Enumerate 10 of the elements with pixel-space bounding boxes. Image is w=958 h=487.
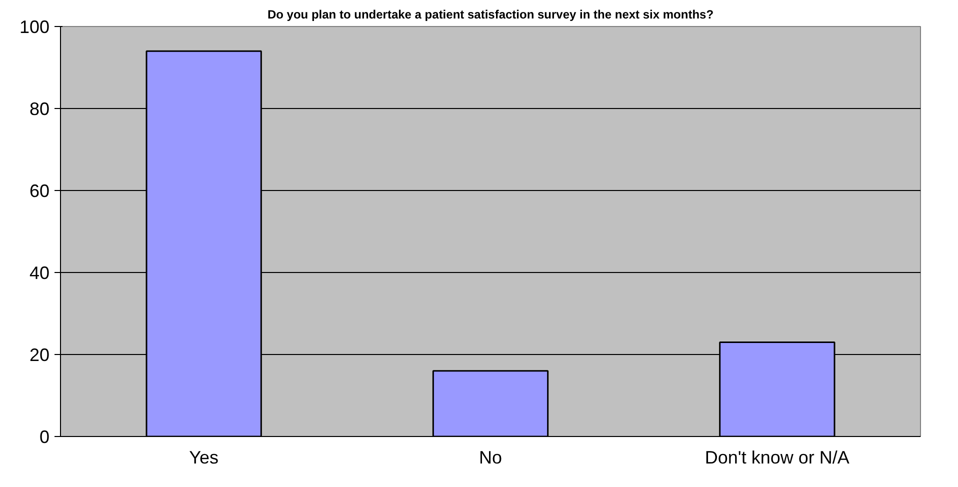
x-tick-label: Yes	[189, 448, 219, 468]
y-tick-label: 100	[19, 17, 50, 37]
y-tick-label: 40	[29, 263, 50, 283]
y-tick-label: 20	[29, 345, 50, 365]
x-tick-label: Don't know or N/A	[704, 448, 850, 468]
x-tick-label: No	[478, 448, 502, 468]
y-tick-label: 80	[29, 99, 50, 119]
chart-title: Do you plan to undertake a patient satisfaction survey in the next six months?	[267, 8, 714, 22]
y-tick-label: 60	[29, 181, 50, 201]
y-tick-label: 0	[39, 427, 50, 447]
